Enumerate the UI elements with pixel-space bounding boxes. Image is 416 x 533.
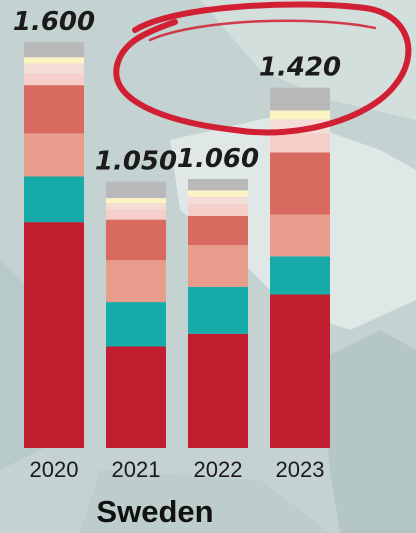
bar-segment-2023-0 [270, 294, 330, 448]
year-labels-layer: 2020 2021 2022 2023 [30, 457, 325, 482]
bar-segment-2023-6 [270, 110, 330, 120]
total-label-2023: 1.420 [259, 53, 341, 83]
bar-segment-2021-2 [106, 260, 166, 303]
year-label-2020: 2020 [30, 457, 79, 482]
bar-segment-2021-1 [106, 302, 166, 347]
bar-segment-2023-4 [270, 133, 330, 153]
bar-segment-2022-3 [188, 215, 248, 245]
bar-segment-2022-5 [188, 196, 248, 205]
bar-segment-2020-3 [24, 85, 84, 134]
bar-segment-2021-5 [106, 203, 166, 210]
country-label: Sweden [96, 494, 213, 529]
bar-segment-2023-7 [270, 87, 330, 111]
bars-layer [24, 42, 330, 448]
bar-segment-2022-1 [188, 286, 248, 334]
bar-segment-2022-4 [188, 204, 248, 216]
bar-segment-2020-6 [24, 57, 84, 64]
bar-segment-2021-0 [106, 346, 166, 448]
bar-segment-2021-3 [106, 219, 166, 261]
bar-segment-2022-6 [188, 190, 248, 197]
bar-segment-2023-1 [270, 256, 330, 295]
bar-segment-2021-7 [106, 181, 166, 199]
bar-segment-2020-2 [24, 133, 84, 177]
total-labels-layer: 1.600 1.050 1.060 1.420 [13, 7, 341, 177]
bar-segment-2021-4 [106, 209, 166, 220]
total-label-2022: 1.060 [177, 144, 259, 174]
bar-segment-2020-0 [24, 222, 84, 448]
bar-segment-2023-2 [270, 214, 330, 257]
bar-segment-2022-7 [188, 179, 248, 191]
bar-segment-2020-4 [24, 73, 84, 86]
total-label-2020: 1.600 [13, 7, 95, 37]
bar-segment-2023-3 [270, 152, 330, 215]
bar-segment-2022-0 [188, 333, 248, 448]
year-label-2023: 2023 [276, 457, 325, 482]
bar-segment-2020-5 [24, 63, 84, 74]
bar-segment-2021-6 [106, 198, 166, 204]
year-label-2021: 2021 [112, 457, 161, 482]
year-label-2022: 2022 [194, 457, 243, 482]
bar-segment-2020-1 [24, 176, 84, 223]
highlight-circle [113, 1, 412, 136]
total-label-2021: 1.050 [95, 147, 177, 177]
bar-segment-2022-2 [188, 245, 248, 287]
bar-segment-2020-7 [24, 42, 84, 58]
